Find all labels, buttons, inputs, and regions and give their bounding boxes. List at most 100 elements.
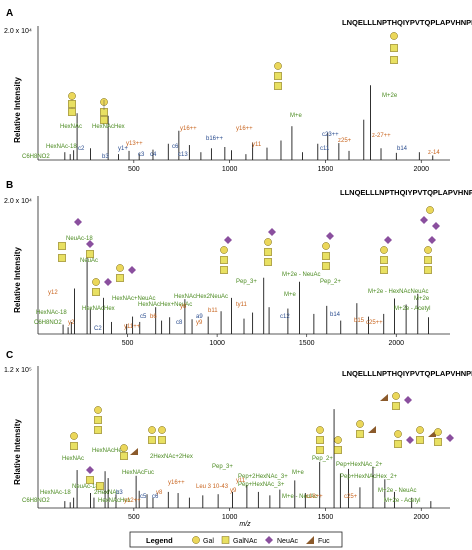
fragment-label: b3 xyxy=(116,490,123,496)
galnac-square-icon xyxy=(220,256,228,264)
fragment-label: C6H8NO2 xyxy=(22,154,50,160)
fragment-labels: HexNAc HexNAcHex HexNAc-18 C6H8NO2 M+2e … xyxy=(22,93,440,160)
x-ticks: 500 1000 1500 2000 xyxy=(128,508,429,521)
legend: Legend Gal GalNAc NeuAc Fuc xyxy=(129,531,343,548)
fragment-label: HexNAc-18 xyxy=(46,144,77,150)
fragment-label: M+2e - HexNAcNeuAc xyxy=(368,289,429,295)
legend-item-label: NeuAc xyxy=(277,538,299,545)
galnac-square-icon xyxy=(394,440,402,448)
peptide-sequence: LNQELLLNPTHQIYPVTQPLAPVHNPISV xyxy=(342,18,472,27)
peaks-a xyxy=(64,85,434,160)
x-axis-label: m/z xyxy=(239,521,251,528)
galnac-square-icon xyxy=(392,402,400,410)
fragment-label: Pep+2HexNAc_3+ xyxy=(238,474,288,480)
neuac-diamond-icon xyxy=(224,236,232,244)
legend-item-label: Fuc xyxy=(318,538,330,545)
galnac-square-icon xyxy=(322,262,330,270)
gal-circle-icon xyxy=(264,238,272,246)
fragment-label: a9 xyxy=(196,314,203,320)
galnac-square-icon xyxy=(390,44,398,52)
panel-c: C 1.2 x 10⁵ Relative Intensity 500 1000 15… xyxy=(4,350,472,528)
fragment-label: M+2e - NeuAc xyxy=(378,488,417,494)
galnac-square-icon xyxy=(356,430,364,438)
galnac-square-icon xyxy=(264,258,272,266)
gal-circle-icon xyxy=(434,428,442,436)
x-tick-label: 500 xyxy=(128,514,140,521)
galnac-square-icon xyxy=(424,266,432,274)
y-axis-label: Relative Intensity xyxy=(13,77,22,143)
neuac-diamond-icon xyxy=(128,266,136,274)
fragment-label: C2 xyxy=(94,326,102,332)
neuac-diamond-icon xyxy=(86,240,94,248)
galnac-square-icon xyxy=(158,436,166,444)
galnac-square-icon xyxy=(264,248,272,256)
fragment-label: c5 xyxy=(140,494,147,500)
galnac-square-icon xyxy=(148,436,156,444)
gal-circle-icon xyxy=(220,246,228,254)
fragment-label: NeuAc-18 xyxy=(72,484,99,490)
y-max-label: 2.0 x 10⁴ xyxy=(4,28,32,35)
fragment-label: HexNAc-18 xyxy=(36,310,67,316)
fragment-label: HexNAc xyxy=(60,124,82,130)
neuac-diamond-icon xyxy=(428,236,436,244)
fragment-label: y11++ xyxy=(124,324,141,330)
galnac-square-icon xyxy=(390,56,398,64)
fragment-label: M+e xyxy=(290,113,303,119)
gal-circle-icon xyxy=(274,62,282,70)
fragment-label: b14 xyxy=(397,146,408,152)
neuac-diamond-icon xyxy=(326,232,334,240)
x-tick-label: 500 xyxy=(122,340,134,347)
gal-circle-icon xyxy=(394,430,402,438)
fragment-label: c12 xyxy=(280,314,290,320)
fragment-label: c8 xyxy=(176,320,183,326)
galnac-square-icon xyxy=(220,266,228,274)
fragment-label: Pep_3+ xyxy=(212,464,233,470)
gal-circle-icon xyxy=(390,32,398,40)
fragment-label: y13++ xyxy=(126,141,143,147)
fragment-label: M+e xyxy=(284,292,297,298)
fragment-label: b11 xyxy=(208,308,218,314)
y-max-label: 2.0 x 10⁴ xyxy=(4,198,32,205)
legend-item-label: GalNAc xyxy=(233,538,258,545)
fragment-label: C6H8NO2 xyxy=(34,320,62,326)
x-tick-label: 2000 xyxy=(413,514,429,521)
fragment-label: HexNAcHex+NeuAc xyxy=(138,302,192,308)
galnac-square-icon xyxy=(96,482,104,490)
galnac-square-icon xyxy=(380,266,388,274)
neuac-diamond-icon xyxy=(268,228,276,236)
gal-circle-icon xyxy=(68,92,76,100)
panel-a: A 2.0 x 10⁴ Relative Intensity 500 1000 15… xyxy=(4,8,472,173)
galnac-square-icon xyxy=(94,416,102,424)
fragment-label: c2 xyxy=(78,146,85,152)
x-tick-label: 2000 xyxy=(413,166,429,173)
galnac-square-icon xyxy=(100,116,108,124)
galnac-square-icon xyxy=(70,442,78,450)
galnac-square-icon xyxy=(416,436,424,444)
galnac-square-icon xyxy=(86,476,94,484)
panel-b: B 2.0 x 10⁴ Relative Intensity 500 1000 15… xyxy=(4,180,472,347)
fragment-label: c4 xyxy=(150,152,157,158)
gal-circle-icon xyxy=(416,426,424,434)
x-tick-label: 1500 xyxy=(318,514,334,521)
peptide-sequence: LLNQELLLNPTHQIYPVTQPLAPVHNPISV xyxy=(340,188,472,197)
x-tick-label: 500 xyxy=(128,166,140,173)
panel-letter: A xyxy=(6,8,13,19)
neuac-diamond-icon xyxy=(86,466,94,474)
fragment-label: HexNAcHex xyxy=(98,498,131,504)
fragment-label: M+e xyxy=(292,470,305,476)
fragment-label: Pep_2+ xyxy=(312,456,333,462)
neuac-diamond-icon xyxy=(406,436,414,444)
x-tick-label: 2000 xyxy=(388,340,404,347)
galnac-square-icon xyxy=(274,72,282,80)
gal-circle-icon xyxy=(426,206,434,214)
gal-circle-icon xyxy=(424,246,432,254)
gal-circle-icon xyxy=(116,264,124,272)
galnac-square-icon xyxy=(424,256,432,264)
fragment-label: z-14 xyxy=(428,150,440,156)
gal-circle-icon xyxy=(70,432,78,440)
fragment-label: c13 xyxy=(178,152,188,158)
fragment-label: b16++ xyxy=(206,136,224,142)
gal-circle-icon xyxy=(192,536,200,544)
galnac-square-icon xyxy=(274,82,282,90)
